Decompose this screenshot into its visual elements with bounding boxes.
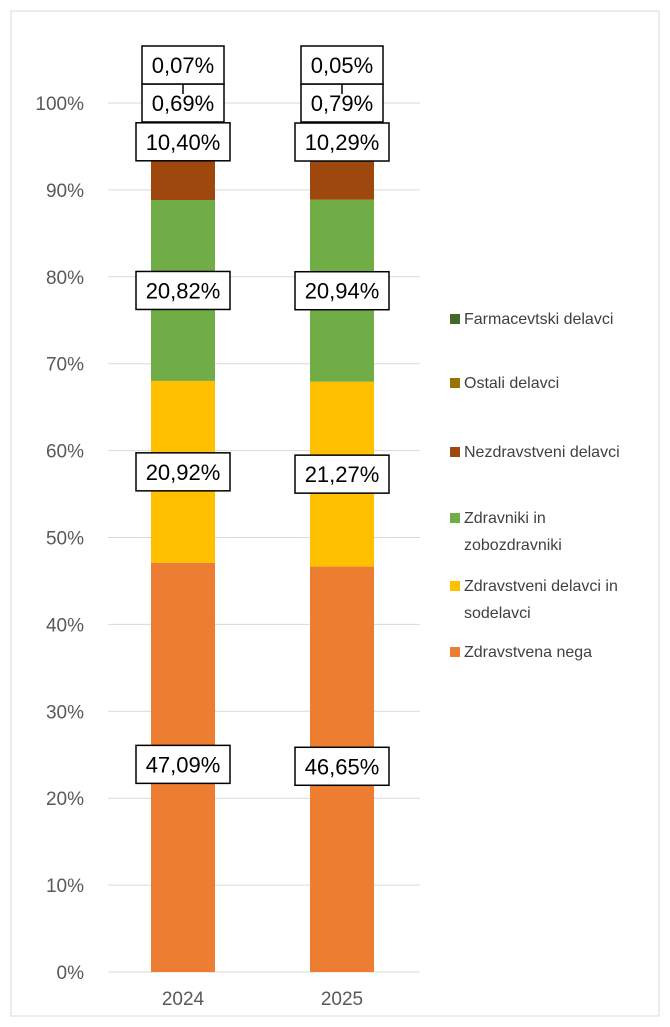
legend-swatch — [450, 314, 460, 324]
data-label: 46,65% — [294, 746, 390, 787]
data-label-box — [294, 122, 390, 162]
y-tick-label: 30% — [46, 702, 84, 723]
data-label-box — [135, 122, 231, 162]
legend-label: Zdravstveni delavci in — [464, 578, 618, 595]
legend-label: sodelavci — [464, 605, 531, 622]
legend-swatch — [450, 581, 460, 591]
legend-swatch — [450, 378, 460, 388]
data-label-text: 47,09% — [146, 752, 221, 777]
y-tick-label: 90% — [46, 181, 84, 202]
data-label: 0,79% — [300, 83, 384, 123]
data-label-text: 0,79% — [311, 91, 373, 116]
legend-swatch — [450, 647, 460, 657]
legend-label: Ostali delavci — [464, 375, 559, 392]
legend-swatch — [450, 447, 460, 457]
legend-label: Nezdravstveni delavci — [464, 444, 620, 461]
data-label-text: 46,65% — [305, 754, 380, 779]
data-label-text: 0,07% — [152, 53, 214, 78]
data-label: 47,09% — [135, 744, 231, 785]
data-label-box — [135, 744, 231, 785]
y-tick-label: 70% — [46, 355, 84, 376]
data-label-box — [135, 270, 231, 311]
y-tick-label: 50% — [46, 529, 84, 550]
y-tick-label: 80% — [46, 268, 84, 289]
legend-label: Zdravstvena nega — [464, 644, 592, 661]
y-tick-label: 60% — [46, 442, 84, 463]
legend-item: Ostali delavci — [450, 375, 559, 392]
data-label-box — [141, 45, 225, 85]
x-tick-label: 2024 — [162, 989, 205, 1010]
data-label: 0,05% — [300, 45, 384, 85]
x-tick-label: 2025 — [321, 989, 363, 1010]
legend-label: zobozdravniki — [464, 537, 562, 554]
data-label-box — [300, 45, 384, 85]
y-tick-label: 0% — [57, 963, 85, 984]
data-label-text: 20,94% — [305, 279, 380, 304]
legend-item: Farmacevtski delavci — [450, 311, 613, 328]
data-label-box — [294, 454, 390, 494]
data-label: 20,92% — [135, 452, 231, 492]
legend-item: Zdravstvena nega — [450, 644, 592, 661]
data-label: 10,40% — [135, 122, 231, 162]
legend-label: Farmacevtski delavci — [464, 311, 613, 328]
data-label-box — [135, 452, 231, 492]
data-label: 21,27% — [294, 454, 390, 494]
data-label: 0,07% — [141, 45, 225, 85]
data-label-text: 0,05% — [311, 53, 373, 78]
legend-item: Zdravstveni delavci in sodelavci — [450, 578, 618, 622]
data-label: 20,82% — [135, 270, 231, 311]
data-label-box — [294, 746, 390, 787]
legend-item: Zdravniki in zobozdravniki — [450, 510, 562, 554]
data-label-text: 0,69% — [152, 91, 214, 116]
data-label-box — [294, 270, 390, 311]
legend-item: Nezdravstveni delavci — [450, 444, 620, 461]
data-label: 20,94% — [294, 270, 390, 311]
legend-swatch — [450, 513, 460, 523]
data-label-text: 21,27% — [305, 462, 380, 487]
data-label-text: 20,92% — [146, 460, 221, 485]
data-label-text: 10,29% — [305, 130, 380, 155]
data-label: 10,29% — [294, 122, 390, 162]
y-tick-label: 20% — [46, 789, 84, 810]
data-label-text: 10,40% — [146, 130, 221, 155]
y-tick-label: 40% — [46, 615, 84, 636]
y-tick-label: 10% — [46, 876, 84, 897]
legend-label: Zdravniki in — [464, 510, 546, 527]
y-tick-label: 100% — [35, 94, 84, 115]
data-label-text: 20,82% — [146, 278, 221, 303]
